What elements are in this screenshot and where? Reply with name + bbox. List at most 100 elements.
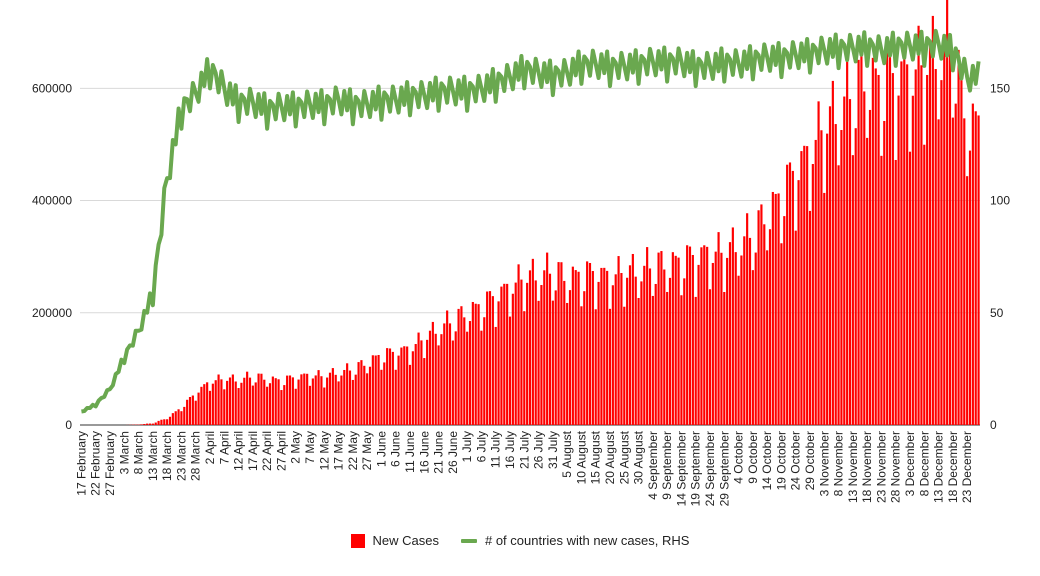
bar xyxy=(923,144,926,425)
bar xyxy=(474,303,477,425)
x-tick-label: 17 February xyxy=(74,431,88,496)
bar xyxy=(754,252,757,425)
bar xyxy=(228,377,232,425)
bar xyxy=(937,119,940,425)
bar xyxy=(743,236,746,425)
bar xyxy=(543,270,546,425)
bar xyxy=(711,262,714,425)
x-tick-label: 21 July xyxy=(517,431,531,469)
bar xyxy=(280,390,283,425)
bar xyxy=(426,339,429,425)
bar xyxy=(654,283,657,425)
x-tick-label: 2 April xyxy=(203,431,217,464)
bar xyxy=(731,227,734,425)
bar xyxy=(368,366,372,425)
x-tick-label: 2 May xyxy=(289,431,303,464)
bar xyxy=(268,383,272,425)
bar xyxy=(620,273,623,425)
bar xyxy=(443,323,446,425)
left-tick-label: 200000 xyxy=(32,306,72,320)
bar xyxy=(637,297,640,425)
bar xyxy=(406,346,409,425)
bar xyxy=(528,270,532,425)
bar xyxy=(631,253,634,425)
x-tick-label: 18 March xyxy=(160,431,174,481)
x-tick-label: 12 April xyxy=(232,431,246,471)
bar xyxy=(277,379,280,425)
bar xyxy=(783,216,786,425)
bar xyxy=(846,56,849,425)
bar xyxy=(397,355,400,425)
bar xyxy=(371,355,374,425)
bar xyxy=(271,376,274,425)
bar xyxy=(771,191,774,425)
bar xyxy=(640,281,643,425)
bar xyxy=(323,387,326,425)
bar xyxy=(706,246,709,425)
series-line xyxy=(81,28,981,414)
bar xyxy=(691,254,694,425)
bar xyxy=(600,267,603,425)
bar xyxy=(217,374,220,425)
x-tick-label: 27 May xyxy=(360,431,374,470)
bar xyxy=(300,374,303,425)
bar xyxy=(717,232,720,425)
bar xyxy=(486,291,489,425)
x-tick-label: 1 July xyxy=(460,431,474,462)
bar xyxy=(660,251,663,425)
bar xyxy=(191,395,194,425)
bar xyxy=(506,283,509,425)
bar xyxy=(708,289,712,425)
legend: New Cases # of countries with new cases,… xyxy=(0,533,1040,548)
bar xyxy=(926,74,929,425)
x-tick-label: 27 February xyxy=(103,431,117,496)
bar xyxy=(394,369,397,425)
bar xyxy=(726,257,729,425)
bar xyxy=(914,69,917,426)
bar xyxy=(514,282,517,425)
x-tick-label: 28 November xyxy=(889,431,903,503)
bar xyxy=(540,285,543,425)
bar xyxy=(688,246,692,425)
bar xyxy=(714,251,717,425)
bar xyxy=(594,309,597,425)
bar xyxy=(791,170,794,425)
legend-item-new-cases[interactable]: New Cases xyxy=(350,533,439,548)
bar xyxy=(508,316,512,425)
legend-item-countries[interactable]: # of countries with new cases, RHS xyxy=(460,533,689,548)
x-tick-label: 14 October xyxy=(760,431,774,490)
bar xyxy=(366,373,369,425)
bar xyxy=(777,193,780,425)
bar xyxy=(491,296,494,425)
bar xyxy=(311,378,314,425)
bar xyxy=(683,278,686,425)
bar xyxy=(308,385,312,425)
bar xyxy=(328,372,332,425)
bar xyxy=(700,247,703,425)
bar xyxy=(143,424,146,425)
bar xyxy=(928,44,932,425)
x-tick-label: 7 May xyxy=(303,431,317,464)
bar xyxy=(391,351,394,425)
bar xyxy=(431,321,434,425)
bar xyxy=(548,273,552,425)
bar xyxy=(480,330,483,425)
bar xyxy=(171,413,174,425)
bar xyxy=(837,165,840,426)
x-tick-label: 10 August xyxy=(574,430,588,484)
bar xyxy=(786,164,789,425)
bar xyxy=(420,340,423,425)
bar xyxy=(254,382,257,425)
bar xyxy=(174,411,177,425)
bar xyxy=(948,51,952,425)
x-tick-label: 20 August xyxy=(603,430,617,484)
x-tick-label: 13 December xyxy=(932,431,946,503)
bar xyxy=(183,406,186,425)
bar xyxy=(197,392,200,425)
bar xyxy=(720,252,723,425)
bar xyxy=(471,301,474,425)
bar xyxy=(843,96,846,425)
x-tick-label: 31 July xyxy=(546,431,560,469)
line-series-countries xyxy=(81,28,981,414)
right-tick-label: 150 xyxy=(990,81,1010,95)
